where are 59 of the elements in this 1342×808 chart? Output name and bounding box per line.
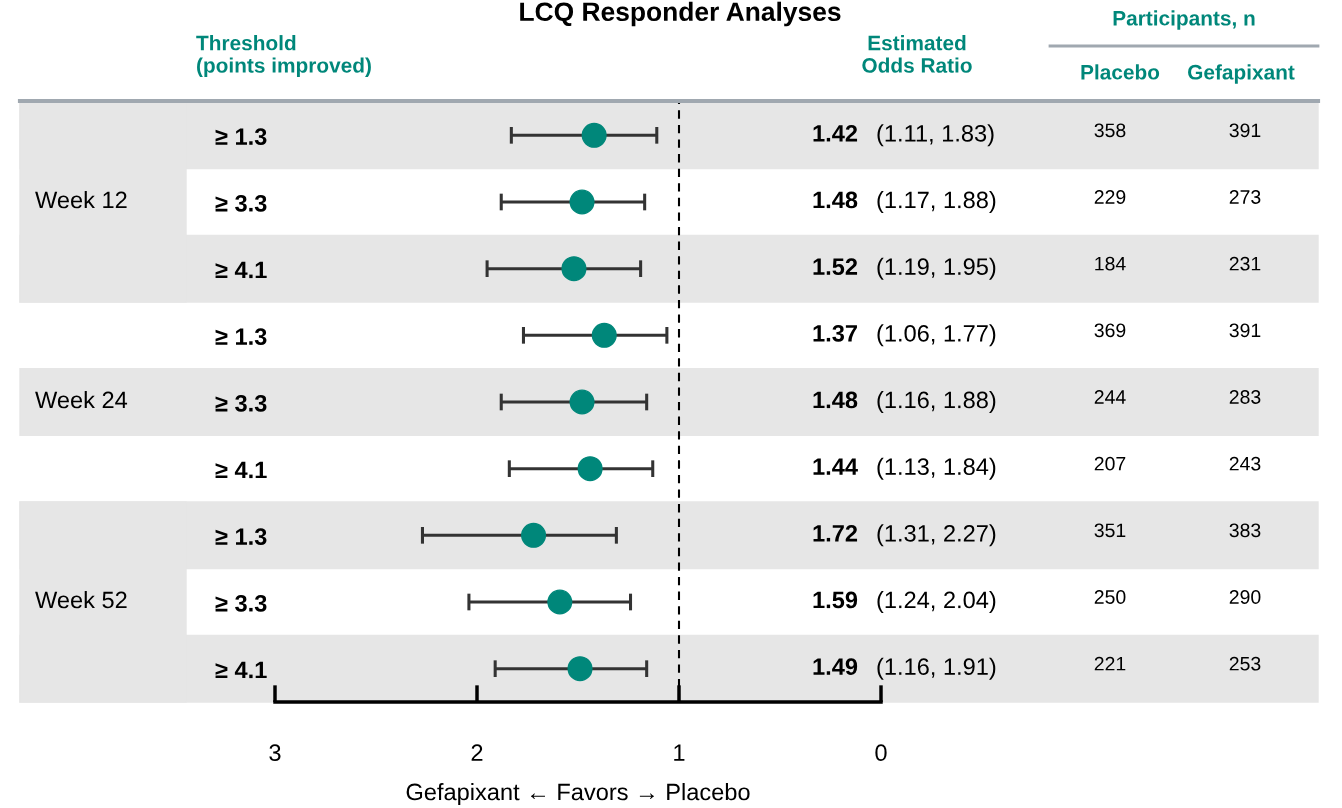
y-tick-label: ≥ 4.1 xyxy=(215,261,267,279)
y-tick-label: ≥ 3.3 xyxy=(215,594,267,612)
text: 290 xyxy=(1229,590,1261,604)
chart-title: LCQ Responder Analyses xyxy=(520,1,841,27)
point xyxy=(581,122,607,148)
x-axis-title: Gefapixant ← Favors → Placebo xyxy=(406,783,750,806)
point xyxy=(569,189,595,215)
text: 231 xyxy=(1229,256,1261,271)
data-label: 1.52 (1.19, 1.95) xyxy=(813,257,996,280)
y-tick-label: ≥ 3.3 xyxy=(215,394,267,412)
text: Threshold (points improved) xyxy=(196,35,371,77)
text: 244 xyxy=(1094,390,1126,404)
point xyxy=(521,522,547,548)
data-label: 1.59 (1.24, 2.04) xyxy=(813,590,996,613)
y-tick-label: ≥ 4.1 xyxy=(215,461,267,479)
text: 273 xyxy=(1229,190,1261,204)
point xyxy=(569,389,595,415)
text: 243 xyxy=(1229,456,1261,471)
point xyxy=(561,256,587,282)
y-tick-label: ≥ 1.3 xyxy=(215,128,267,146)
text: Estimated Odds Ratio xyxy=(862,35,972,73)
data-label: 1.48 (1.17, 1.88) xyxy=(813,190,996,213)
point xyxy=(591,322,617,348)
y-tick-label: ≥ 3.3 xyxy=(215,194,267,212)
text: 250 xyxy=(1094,590,1126,604)
text: Gefapixant xyxy=(1188,64,1295,84)
text: Week 24 xyxy=(35,390,128,409)
data-label: 1.49 (1.16, 1.91) xyxy=(813,657,996,680)
text: 358 xyxy=(1094,123,1126,138)
data-label: 1.44 (1.13, 1.84) xyxy=(813,457,996,480)
data-label: 1.37 (1.06, 1.77) xyxy=(813,324,996,347)
text: 283 xyxy=(1229,390,1261,404)
y-tick-label: ≥ 1.3 xyxy=(215,528,267,546)
data-label: 1.72 (1.31, 2.27) xyxy=(813,524,996,547)
text: 229 xyxy=(1094,190,1126,204)
y-tick-label: ≥ 4.1 xyxy=(215,661,267,679)
text: 351 xyxy=(1094,523,1126,538)
text: 369 xyxy=(1094,323,1126,338)
text: 184 xyxy=(1095,256,1126,271)
text: 391 xyxy=(1229,123,1261,138)
x-tick-label: 0 xyxy=(875,744,887,762)
text: 221 xyxy=(1094,656,1126,671)
text: Week 12 xyxy=(35,190,127,209)
text: Week 52 xyxy=(35,590,127,609)
x-tick-label: 1 xyxy=(674,744,685,761)
text: Participants, n xyxy=(1113,10,1255,30)
data-label: 1.42 (1.11, 1.83) xyxy=(813,124,994,147)
point xyxy=(577,456,603,482)
point xyxy=(547,589,573,615)
x-tick-label: 2 xyxy=(471,744,483,761)
text: 207 xyxy=(1094,456,1126,471)
point xyxy=(567,656,593,682)
text: 383 xyxy=(1229,523,1261,538)
text: 253 xyxy=(1229,656,1261,671)
text: Placebo xyxy=(1081,64,1160,80)
y-tick-label: ≥ 1.3 xyxy=(215,328,267,346)
data-label: 1.48 (1.16, 1.88) xyxy=(813,390,996,413)
x-tick-label: 3 xyxy=(269,744,281,762)
text: 391 xyxy=(1229,323,1261,338)
